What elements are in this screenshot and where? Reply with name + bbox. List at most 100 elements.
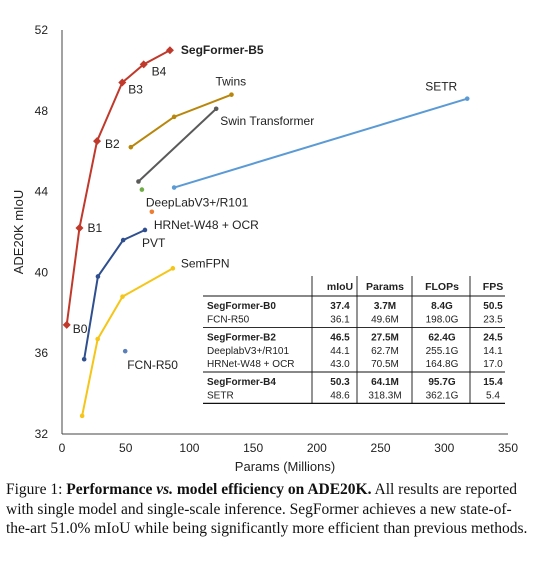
y-tick-label: 36 bbox=[35, 346, 49, 360]
series-lines bbox=[65, 49, 468, 417]
y-axis-label: ADE20K mIoU bbox=[11, 190, 26, 275]
table-cell: 70.5M bbox=[371, 359, 399, 370]
table-cell: 27.5M bbox=[371, 333, 399, 344]
point-label: HRNet-W48 + OCR bbox=[154, 218, 259, 232]
table-cell: 15.4 bbox=[483, 377, 503, 388]
point-label: SemFPN bbox=[181, 256, 230, 270]
table-cell: 23.5 bbox=[483, 314, 503, 325]
table-header: mIoU bbox=[327, 281, 353, 293]
table-cell: FCN-R50 bbox=[207, 314, 250, 325]
data-point bbox=[81, 356, 87, 362]
caption-bold-2: model efficiency on ADE20K. bbox=[173, 481, 372, 498]
table-cell: 255.1G bbox=[426, 346, 459, 357]
point-label: DeepLabV3+/R101 bbox=[146, 196, 249, 210]
data-point bbox=[62, 320, 71, 329]
table-cell: 44.1 bbox=[330, 346, 350, 357]
table-cell: 164.8G bbox=[426, 359, 459, 370]
table-cell: 48.6 bbox=[330, 390, 350, 401]
comparison-table: mIoU Params FLOPs FPS SegFormer-B0 37.4 3.7M 8.… bbox=[203, 276, 505, 404]
data-point bbox=[128, 144, 134, 150]
table-cell: 49.6M bbox=[371, 314, 399, 325]
point-label: B2 bbox=[105, 137, 120, 151]
table-cell: 318.3M bbox=[368, 390, 401, 401]
table-cell: 62.7M bbox=[371, 346, 399, 357]
table-header: Params bbox=[366, 281, 404, 293]
table-cell: HRNet-W48 + OCR bbox=[207, 359, 295, 370]
data-point bbox=[95, 274, 101, 279]
table-cell: 8.4G bbox=[431, 301, 453, 312]
data-point bbox=[120, 294, 125, 299]
data-point bbox=[93, 137, 102, 146]
table-cell: 362.1G bbox=[426, 390, 459, 401]
point-label: PVT bbox=[142, 236, 166, 250]
series-line bbox=[137, 108, 217, 183]
point-label: Twins bbox=[215, 75, 246, 89]
caption-body: All results are reported with single mod… bbox=[6, 481, 528, 537]
series-line bbox=[81, 267, 174, 417]
series-line bbox=[65, 49, 171, 326]
data-point bbox=[118, 78, 127, 87]
data-point bbox=[171, 185, 177, 190]
figure-caption: Figure 1: Performance vs. model efficien… bbox=[6, 480, 533, 539]
data-point bbox=[165, 46, 174, 55]
table-cell: 36.1 bbox=[330, 314, 350, 325]
table-cell: DeeplabV3+/R101 bbox=[207, 346, 289, 357]
x-tick-label: 0 bbox=[59, 441, 66, 455]
point-labels: B0 B1 B2 B3 B4 SegFormer-B5 Twins Swin Transfor… bbox=[73, 43, 458, 372]
table-cell: SegFormer-B4 bbox=[207, 377, 276, 388]
table-cell: 62.4G bbox=[428, 333, 455, 344]
table-cell: SegFormer-B0 bbox=[207, 301, 276, 312]
x-tick-label: 250 bbox=[371, 441, 391, 455]
table-cell: 3.7M bbox=[374, 301, 396, 312]
data-point bbox=[149, 209, 155, 215]
table-cell: 50.3 bbox=[330, 377, 350, 388]
caption-bold-1: Performance bbox=[66, 481, 157, 498]
caption-bold-italic: vs. bbox=[156, 481, 174, 498]
table-cell: 5.4 bbox=[486, 390, 500, 401]
point-label: SETR bbox=[425, 80, 457, 94]
data-point bbox=[170, 266, 176, 271]
x-tick-label: 150 bbox=[243, 441, 263, 455]
point-label: Swin Transformer bbox=[220, 114, 314, 128]
table-header: FPS bbox=[483, 281, 503, 293]
series-line bbox=[83, 229, 146, 360]
caption-prefix: Figure 1: bbox=[6, 481, 67, 498]
table-cell: 46.5 bbox=[330, 333, 350, 344]
table-cell: 24.5 bbox=[483, 333, 503, 344]
table-cell: 95.7G bbox=[428, 377, 455, 388]
point-label: FCN-R50 bbox=[127, 358, 178, 372]
table-cell: SegFormer-B2 bbox=[207, 333, 276, 344]
data-point bbox=[75, 223, 84, 232]
x-tick-label: 50 bbox=[119, 441, 133, 455]
y-tick-label: 52 bbox=[35, 23, 49, 37]
x-tick-label: 200 bbox=[307, 441, 327, 455]
table-cell: 37.4 bbox=[330, 301, 350, 312]
axes: 0 50 100 150 200 250 300 350 32 36 40 44 48 52 bbox=[35, 23, 519, 455]
x-tick-label: 350 bbox=[498, 441, 518, 455]
point-label: B4 bbox=[152, 64, 167, 78]
table-cell: 17.0 bbox=[483, 359, 503, 370]
table-cell: 198.0G bbox=[426, 314, 459, 325]
data-point bbox=[120, 237, 126, 243]
x-tick-label: 100 bbox=[179, 441, 199, 455]
table-header: FLOPs bbox=[425, 281, 459, 293]
data-point bbox=[213, 106, 219, 112]
y-tick-label: 44 bbox=[35, 185, 49, 199]
x-tick-label: 300 bbox=[434, 441, 454, 455]
table-cell: 14.1 bbox=[483, 346, 503, 357]
data-point bbox=[229, 92, 234, 97]
data-point bbox=[136, 179, 141, 184]
series-line bbox=[173, 97, 468, 189]
y-tick-label: 48 bbox=[35, 104, 49, 118]
y-tick-label: 40 bbox=[35, 265, 49, 279]
data-point bbox=[79, 413, 85, 419]
data-point bbox=[464, 96, 470, 101]
table-cell: 50.5 bbox=[483, 301, 503, 312]
series-line bbox=[130, 93, 232, 148]
data-point bbox=[95, 336, 100, 342]
point-label: SegFormer-B5 bbox=[181, 43, 264, 57]
data-point bbox=[122, 348, 128, 354]
performance-chart: 0 50 100 150 200 250 300 350 32 36 40 44 48 52 B0 B1 B2… bbox=[11, 23, 519, 474]
table-cell: 64.1M bbox=[371, 377, 399, 388]
data-point bbox=[139, 60, 148, 69]
